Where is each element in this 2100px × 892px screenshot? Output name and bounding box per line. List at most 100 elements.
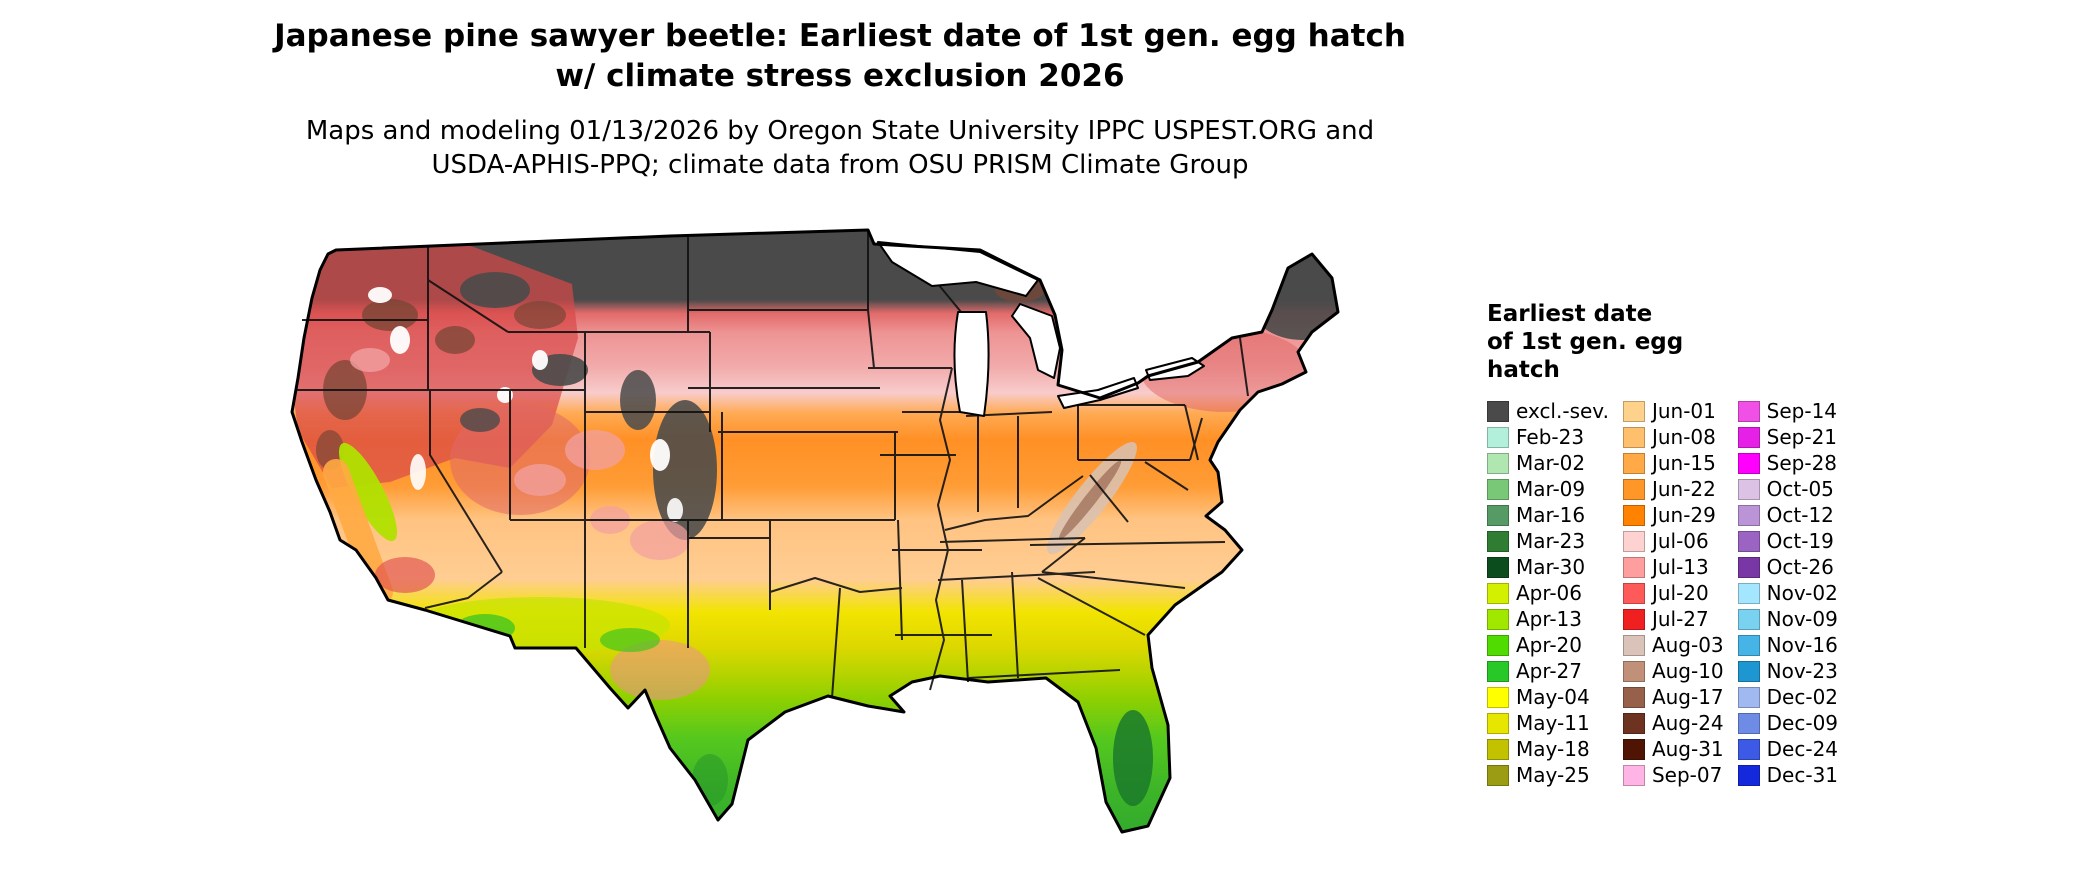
legend-swatch bbox=[1737, 426, 1760, 448]
legend-entry: Nov-23 bbox=[1737, 658, 1838, 684]
legend-label: Jul-06 bbox=[1651, 529, 1709, 553]
legend-swatch bbox=[1622, 764, 1645, 786]
legend-title: Earliest date of 1st gen. egg hatch bbox=[1487, 300, 1907, 384]
legend-swatch bbox=[1622, 712, 1645, 734]
legend-entry: Dec-24 bbox=[1737, 736, 1839, 762]
legend-swatch bbox=[1622, 426, 1645, 448]
legend-columns: excl.-sev. Feb-23 Mar-02 Mar-09 Mar-16 Mar-23… bbox=[1487, 398, 1907, 788]
lake-erie bbox=[1057, 377, 1139, 409]
legend-column-1: excl.-sev. Feb-23 Mar-02 Mar-09 Mar-16 Mar-23… bbox=[1487, 398, 1609, 788]
legend-label: Jun-29 bbox=[1651, 503, 1716, 527]
legend-label: Jul-20 bbox=[1651, 581, 1709, 605]
legend-entry: Jun-29 bbox=[1622, 502, 1724, 528]
legend-swatch bbox=[1487, 764, 1509, 786]
legend-entry: Sep-14 bbox=[1737, 398, 1838, 424]
legend-entry: Aug-24 bbox=[1622, 710, 1724, 736]
legend-label: Nov-16 bbox=[1766, 633, 1838, 657]
legend-swatch bbox=[1487, 712, 1509, 734]
legend-label: Mar-23 bbox=[1516, 529, 1586, 553]
legend-swatch bbox=[1622, 478, 1645, 500]
legend-entry: Apr-20 bbox=[1487, 632, 1609, 658]
legend-label: Oct-05 bbox=[1766, 477, 1834, 501]
legend-entry: Jun-01 bbox=[1622, 398, 1724, 424]
legend-label: Nov-23 bbox=[1766, 659, 1838, 683]
legend-entry: Nov-16 bbox=[1737, 632, 1838, 658]
legend-entry: Oct-05 bbox=[1737, 476, 1838, 502]
legend-swatch bbox=[1622, 634, 1645, 656]
legend-title-line-1: Earliest date bbox=[1487, 301, 1653, 327]
legend-label: Mar-16 bbox=[1516, 503, 1586, 527]
legend-entry: Sep-28 bbox=[1737, 450, 1838, 476]
legend-swatch bbox=[1737, 504, 1760, 526]
legend-entry: May-25 bbox=[1487, 762, 1609, 788]
legend-entry: Mar-23 bbox=[1487, 528, 1609, 554]
legend-swatch bbox=[1487, 608, 1509, 630]
map-title-line-2: w/ climate stress exclusion 2026 bbox=[555, 58, 1125, 94]
legend-entry: Jun-15 bbox=[1622, 450, 1724, 476]
legend-label: Jul-13 bbox=[1651, 555, 1709, 579]
legend-entry: Apr-13 bbox=[1487, 606, 1609, 632]
legend-entry: excl.-sev. bbox=[1487, 398, 1609, 424]
legend-label: Mar-09 bbox=[1516, 477, 1586, 501]
legend-swatch bbox=[1487, 478, 1509, 500]
legend-label: Oct-19 bbox=[1766, 529, 1834, 553]
legend-entry: Nov-02 bbox=[1737, 580, 1838, 606]
legend-column-2: Jun-01 Jun-08 Jun-15 Jun-22 Jun-29 Jul-06 Jul-… bbox=[1622, 398, 1724, 788]
lake-michigan bbox=[953, 311, 990, 417]
legend-entry: May-11 bbox=[1487, 710, 1609, 736]
legend-entry: Oct-26 bbox=[1737, 554, 1838, 580]
legend-entry: Apr-27 bbox=[1487, 658, 1609, 684]
legend-swatch bbox=[1737, 764, 1760, 786]
legend-entry: Jul-27 bbox=[1622, 606, 1724, 632]
legend-entry: May-04 bbox=[1487, 684, 1609, 710]
legend-entry: Sep-07 bbox=[1622, 762, 1724, 788]
legend-swatch bbox=[1737, 634, 1760, 656]
legend-label: Sep-21 bbox=[1766, 425, 1838, 449]
legend-label: Dec-24 bbox=[1766, 737, 1839, 761]
legend-swatch bbox=[1737, 400, 1760, 422]
legend-label: Dec-09 bbox=[1766, 711, 1839, 735]
legend-entry: Sep-21 bbox=[1737, 424, 1838, 450]
legend-label: Apr-27 bbox=[1516, 659, 1582, 683]
legend-swatch bbox=[1487, 400, 1509, 422]
legend-entry: Dec-02 bbox=[1737, 684, 1839, 710]
legend-entry: Jun-22 bbox=[1622, 476, 1724, 502]
legend-swatch bbox=[1737, 686, 1760, 708]
legend-swatch bbox=[1737, 608, 1760, 630]
legend-entry: Oct-12 bbox=[1737, 502, 1838, 528]
legend-swatch bbox=[1622, 504, 1645, 526]
legend-title-line-2: of 1st gen. egg bbox=[1487, 329, 1684, 355]
legend-swatch bbox=[1622, 686, 1645, 708]
legend-swatch bbox=[1487, 426, 1509, 448]
legend-swatch bbox=[1737, 556, 1760, 578]
legend-label: Mar-30 bbox=[1516, 555, 1586, 579]
legend: Earliest date of 1st gen. egg hatch excl… bbox=[1487, 300, 1907, 788]
legend-label: Apr-13 bbox=[1516, 607, 1582, 631]
legend-label: May-04 bbox=[1516, 685, 1590, 709]
legend-column-3: Sep-14 Sep-21 Sep-28 Oct-05 Oct-12 Oct-19 Oct-… bbox=[1737, 398, 1839, 788]
legend-swatch bbox=[1622, 608, 1645, 630]
legend-label: Dec-02 bbox=[1766, 685, 1839, 709]
us-map-svg bbox=[290, 228, 1340, 834]
legend-entry: Jul-20 bbox=[1622, 580, 1724, 606]
lake-superior bbox=[877, 241, 1039, 297]
legend-swatch bbox=[1737, 478, 1760, 500]
legend-entry: Jul-13 bbox=[1622, 554, 1724, 580]
legend-entry: Apr-06 bbox=[1487, 580, 1609, 606]
legend-entry: Aug-17 bbox=[1622, 684, 1724, 710]
header: Japanese pine sawyer beetle: Earliest da… bbox=[240, 16, 1440, 182]
legend-entry: Oct-19 bbox=[1737, 528, 1838, 554]
legend-swatch bbox=[1487, 686, 1509, 708]
map-subtitle-line-1: Maps and modeling 01/13/2026 by Oregon S… bbox=[305, 116, 1375, 146]
legend-swatch bbox=[1737, 530, 1760, 552]
legend-entry: Mar-02 bbox=[1487, 450, 1609, 476]
legend-swatch bbox=[1487, 452, 1509, 474]
legend-label: Jun-01 bbox=[1651, 399, 1716, 423]
legend-label: Aug-17 bbox=[1651, 685, 1724, 709]
legend-label: Apr-06 bbox=[1516, 581, 1582, 605]
legend-entry: Nov-09 bbox=[1737, 606, 1838, 632]
legend-entry: Aug-10 bbox=[1622, 658, 1724, 684]
legend-label: May-25 bbox=[1516, 763, 1590, 787]
legend-swatch bbox=[1737, 738, 1760, 760]
